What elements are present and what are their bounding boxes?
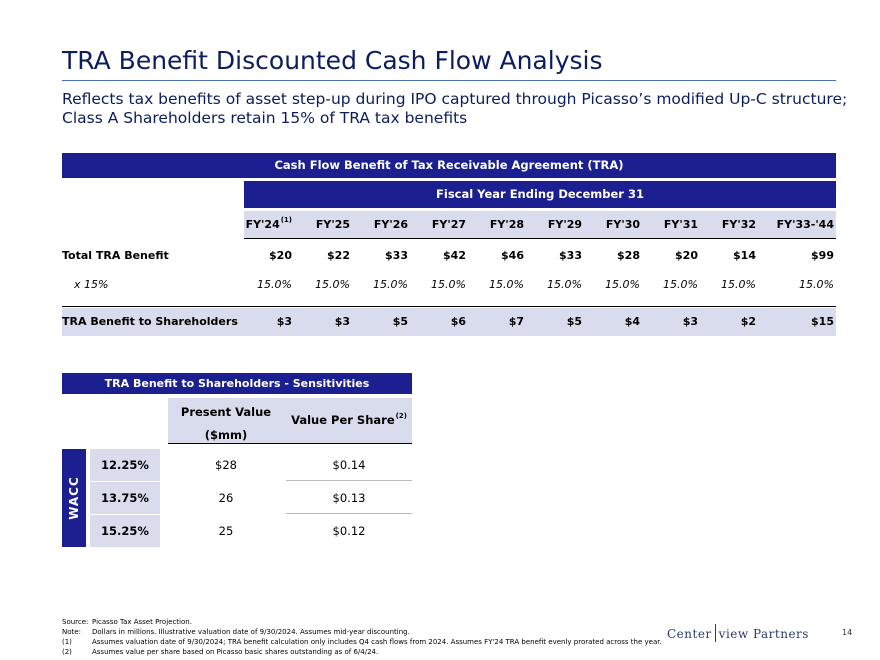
shareholder-value-cell: $2 [740,315,756,328]
value-per-share-cell: $0.14 [332,458,366,472]
footnote-label: (2) [62,648,72,656]
footnote-text: Assumes valuation date of 9/30/2024; TRA… [92,638,662,646]
fiscal-year-band: Fiscal Year Ending December 31 [244,181,836,208]
percent-value-cell: 15.0% [315,278,350,291]
total-tra-benefit-row: Total TRA Benefit $20 $22 $33 $42 $46 $33 $28 $… [62,242,836,270]
percent-value-cell: 15.0% [489,278,524,291]
footnote-text: Picasso Tax Asset Projection. [92,618,192,626]
year-header-cell: FY'30 [605,218,640,231]
present-value-cell: 25 [218,524,234,538]
shareholder-value-cell: $3 [334,315,350,328]
total-value-cell: $20 [269,249,292,262]
page-subtitle: Reflects tax benefits of asset step-up d… [62,90,848,127]
shareholder-benefit-row: TRA Benefit to Shareholders $3 $3 $5 $6 $7 $5… [62,308,836,336]
vps-header: Value Per Share(2) [286,410,412,432]
shareholder-value-cell: $4 [624,315,640,328]
sensitivity-row: 15.25% 25 $0.12 [90,515,412,547]
shareholder-value-cell: $3 [276,315,292,328]
sensitivity-header: Present Value ($mm) Value Per Share(2) [168,398,412,444]
percent-value-cell: 15.0% [431,278,466,291]
row-label: Total TRA Benefit [62,249,169,262]
present-value-cell: 26 [218,491,234,505]
total-value-cell: $33 [559,249,582,262]
logo-divider [714,624,716,642]
sensitivity-row: 13.75% 26 $0.13 [90,482,412,514]
footnote-marker: (1) [280,216,292,224]
pv-header-line1: Present Value [180,405,272,419]
title-rule [62,80,836,81]
row-label: x 15% [74,278,109,291]
shareholder-value-cell: $7 [508,315,524,328]
footnote-marker: (2) [395,412,407,420]
total-value-cell: $42 [443,249,466,262]
page-number: 14 [842,628,853,637]
footnote-label: (1) [62,638,72,646]
footnote-text: Assumes value per share based on Picasso… [92,648,379,656]
pv-header-line2: ($mm) [204,428,248,442]
footnote-label: Source: [62,618,89,626]
year-header-row: FY'24(1) FY'25 FY'26 FY'27 FY'28 FY'29 FY'30 FY… [244,211,836,239]
logo-left: Center [667,627,712,641]
percent-value-cell: 15.0% [373,278,408,291]
wacc-text: WACC [67,476,81,520]
shareholder-value-cell: $3 [682,315,698,328]
year-header-cell: FY'26 [373,218,408,231]
footnote-label: Note: [62,628,81,636]
year-header-cell: FY'31 [663,218,698,231]
page-title: TRA Benefit Discounted Cash Flow Analysi… [62,46,603,75]
percent-value-cell: 15.0% [257,278,292,291]
percent-value-cell: 15.0% [605,278,640,291]
year-header-cell: FY'27 [431,218,466,231]
table-divider [62,306,836,307]
logo-right: view Partners [718,627,809,641]
shareholder-value-cell: $15 [811,315,834,328]
pv-header: Present Value ($mm) [168,402,284,445]
sensitivity-row: 12.25% $28 $0.14 [90,449,412,481]
year-header-cell: FY'28 [489,218,524,231]
footnote-text: Dollars in millions. Illustrative valuat… [92,628,410,636]
percent-value-cell: 15.0% [547,278,582,291]
percent-value-cell: 15.0% [663,278,698,291]
sensitivity-band: TRA Benefit to Shareholders - Sensitivit… [62,373,412,394]
total-value-cell: $20 [675,249,698,262]
wacc-rate-cell: 15.25% [90,515,160,547]
year-header-cell: FY'25 [315,218,350,231]
percent-row: x 15% 15.0% 15.0% 15.0% 15.0% 15.0% 15.0% 15.0… [62,271,836,299]
wacc-rate-cell: 12.25% [90,449,160,481]
year-header-cell: FY'24(1) [245,216,292,231]
row-separator [286,513,412,514]
vps-header-text: Value Per Share [291,413,395,427]
total-value-cell: $14 [733,249,756,262]
wacc-rate-cell: 13.75% [90,482,160,514]
total-value-cell: $28 [617,249,640,262]
company-logo: Center view Partners [667,624,809,642]
year-header-cell: FY'29 [547,218,582,231]
value-per-share-cell: $0.13 [332,491,366,505]
shareholder-value-cell: $6 [450,315,466,328]
value-per-share-cell: $0.12 [332,524,366,538]
year-header-cell: FY'32 [721,218,756,231]
tra-table-band: Cash Flow Benefit of Tax Receivable Agre… [62,153,836,178]
percent-value-cell: 15.0% [799,278,834,291]
total-value-cell: $33 [385,249,408,262]
row-label: TRA Benefit to Shareholders [62,315,238,328]
total-value-cell: $46 [501,249,524,262]
year-header-cell: FY'33-'44 [776,218,834,231]
shareholder-value-cell: $5 [566,315,582,328]
row-separator [286,480,412,481]
percent-value-cell: 15.0% [721,278,756,291]
total-value-cell: $22 [327,249,350,262]
shareholder-value-cell: $5 [392,315,408,328]
present-value-cell: $28 [215,458,237,472]
total-value-cell: $99 [811,249,834,262]
wacc-side-label: WACC [62,449,86,547]
